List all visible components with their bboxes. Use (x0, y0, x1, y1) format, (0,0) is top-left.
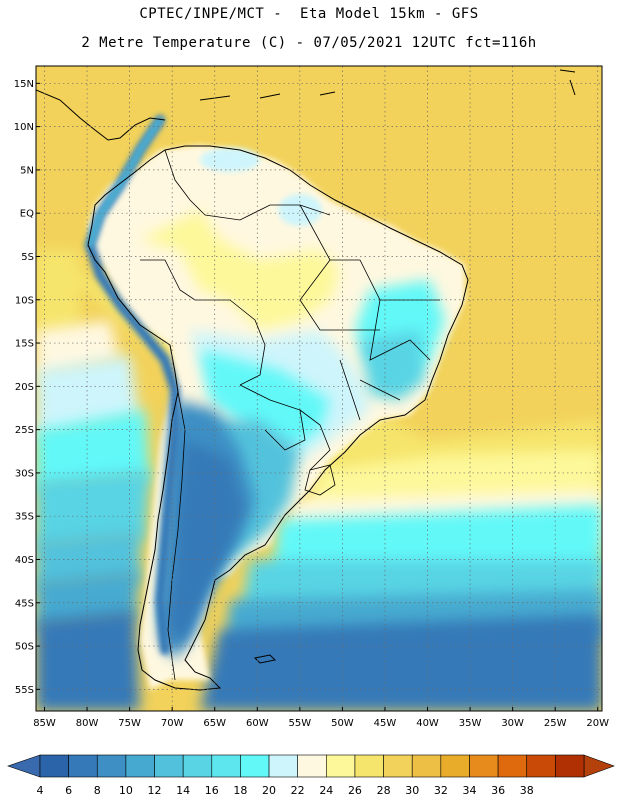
temperature-band-16-pacific (36, 410, 150, 490)
lat-tick-label: 10S (15, 295, 34, 306)
lat-tick-label: 10N (14, 122, 34, 133)
lat-tick-label: 25S (15, 425, 34, 436)
lon-tick-label: 55W (289, 718, 312, 729)
colorbar-swatch (297, 754, 327, 778)
colorbar-swatch (526, 754, 556, 778)
colorbar-label: 18 (233, 784, 247, 797)
border-bolivia-brazil (229, 299, 266, 386)
lat-tick-label: 55S (15, 685, 34, 696)
south-america-coastline (87, 145, 469, 691)
colorbar-swatch (68, 754, 98, 778)
temperature-band-26 (36, 250, 602, 500)
venezuela-cool-spot (200, 148, 260, 172)
colorbar-swatch (411, 754, 442, 778)
lon-tick-label: 45W (374, 718, 397, 729)
colorbar-label: 10 (119, 784, 133, 797)
lat-tick-label: 40S (15, 555, 34, 566)
colorbar-label: 12 (148, 784, 162, 797)
lat-tick-label: 20S (15, 382, 34, 393)
colorbar-swatch (211, 754, 241, 778)
colorbar-swatch (39, 754, 69, 778)
andes-ridge-highlight (87, 117, 163, 248)
colorbar-swatch (469, 754, 499, 778)
lat-tick-label: 45S (15, 598, 34, 609)
temperature-band-8-pacific (36, 610, 140, 711)
colorbar-label: 8 (94, 784, 101, 797)
lat-tick-label: 35S (15, 512, 34, 523)
colorbar-label: 36 (491, 784, 505, 797)
colorbar-swatch (354, 754, 384, 778)
temperature-field (36, 66, 602, 711)
colorbar-label: 4 (37, 784, 44, 797)
colorbar-swatch (555, 754, 585, 778)
colorbar-label: 6 (65, 784, 72, 797)
colorbar-low-arrow (7, 754, 41, 778)
colorbar-label: 32 (434, 784, 448, 797)
colorbar-label: 34 (462, 784, 476, 797)
lon-tick-label: 85W (33, 718, 56, 729)
border-colombia-venezuela (164, 149, 206, 216)
map-title-line2: 2 Metre Temperature (C) - 07/05/2021 12U… (81, 35, 537, 51)
colorbar-label: 28 (377, 784, 391, 797)
colorbar-label: 38 (520, 784, 534, 797)
colorbar-swatch (154, 754, 184, 778)
colorbar-label: 30 (405, 784, 419, 797)
lon-tick-label: 80W (76, 718, 99, 729)
lat-tick-label: 5N (20, 165, 34, 176)
country-borders (140, 149, 440, 681)
lon-tick-label: 65W (203, 718, 226, 729)
temperature-band-14-pacific (36, 470, 150, 550)
land-band-6-patagonia (168, 440, 245, 650)
lon-tick-label: 20W (586, 718, 609, 729)
colorbar-swatch (268, 754, 298, 778)
colorbar-swatch (96, 754, 127, 778)
border-uruguay (304, 464, 336, 496)
colorbar: 4 6 8 10 12 14 16 18 20 22 24 26 28 30 32 34 36 38 (7, 754, 615, 797)
colorbar-swatch (383, 754, 413, 778)
land-band-24 (140, 210, 340, 330)
border-argentina-brazil (299, 409, 331, 471)
lat-tick-label: 30S (15, 468, 34, 479)
central-america-coastline (36, 89, 166, 141)
lon-tick-label: 35W (459, 718, 482, 729)
lon-tick-label: 60W (246, 718, 269, 729)
colorbar-swatch (497, 754, 528, 778)
lon-tick-label: 25W (544, 718, 567, 729)
map-title-line1: CPTEC/INPE/MCT - Eta Model 15km - GFS (139, 6, 479, 22)
border-paraguay (239, 384, 306, 451)
lon-tick-label: 30W (501, 718, 524, 729)
colorbar-swatch (240, 754, 270, 778)
falkland-islands (253, 654, 277, 664)
border-chile-argentina (167, 391, 186, 681)
map-frame (35, 65, 603, 712)
colorbar-swatch (326, 754, 356, 778)
lat-tick-label: 5S (21, 252, 34, 263)
lat-tick-label: EQ (20, 209, 34, 220)
colorbar-high-arrow (583, 754, 615, 778)
colorbar-label: 14 (176, 784, 190, 797)
colorbar-label: 20 (262, 784, 276, 797)
lon-tick-label: 75W (118, 718, 141, 729)
lon-tick-label: 70W (161, 718, 184, 729)
colorbar-swatch (125, 754, 155, 778)
border-venezuela-brazil (204, 204, 331, 221)
colorbar-label: 24 (319, 784, 333, 797)
land-band-14-ne (360, 330, 425, 400)
colorbar-label: 26 (348, 784, 362, 797)
lat-tick-label: 15N (14, 79, 34, 90)
colorbar-label: 22 (291, 784, 305, 797)
lon-tick-label: 50W (331, 718, 354, 729)
temperature-band-8-ocean (200, 615, 602, 711)
map-axes: 15N 10N 5N EQ 5S 10S 15S 20S 25S 30S 35S 40S 45S 50S 5… (14, 79, 609, 729)
land-band-16-central (200, 350, 330, 450)
lat-tick-label: 50S (15, 642, 34, 653)
lon-tick-label: 40W (416, 718, 439, 729)
border-peru-brazil (140, 259, 230, 301)
colorbar-swatch (182, 754, 213, 778)
lat-tick-label: 15S (15, 339, 34, 350)
colorbar-swatch (440, 754, 470, 778)
colorbar-label: 16 (205, 784, 219, 797)
